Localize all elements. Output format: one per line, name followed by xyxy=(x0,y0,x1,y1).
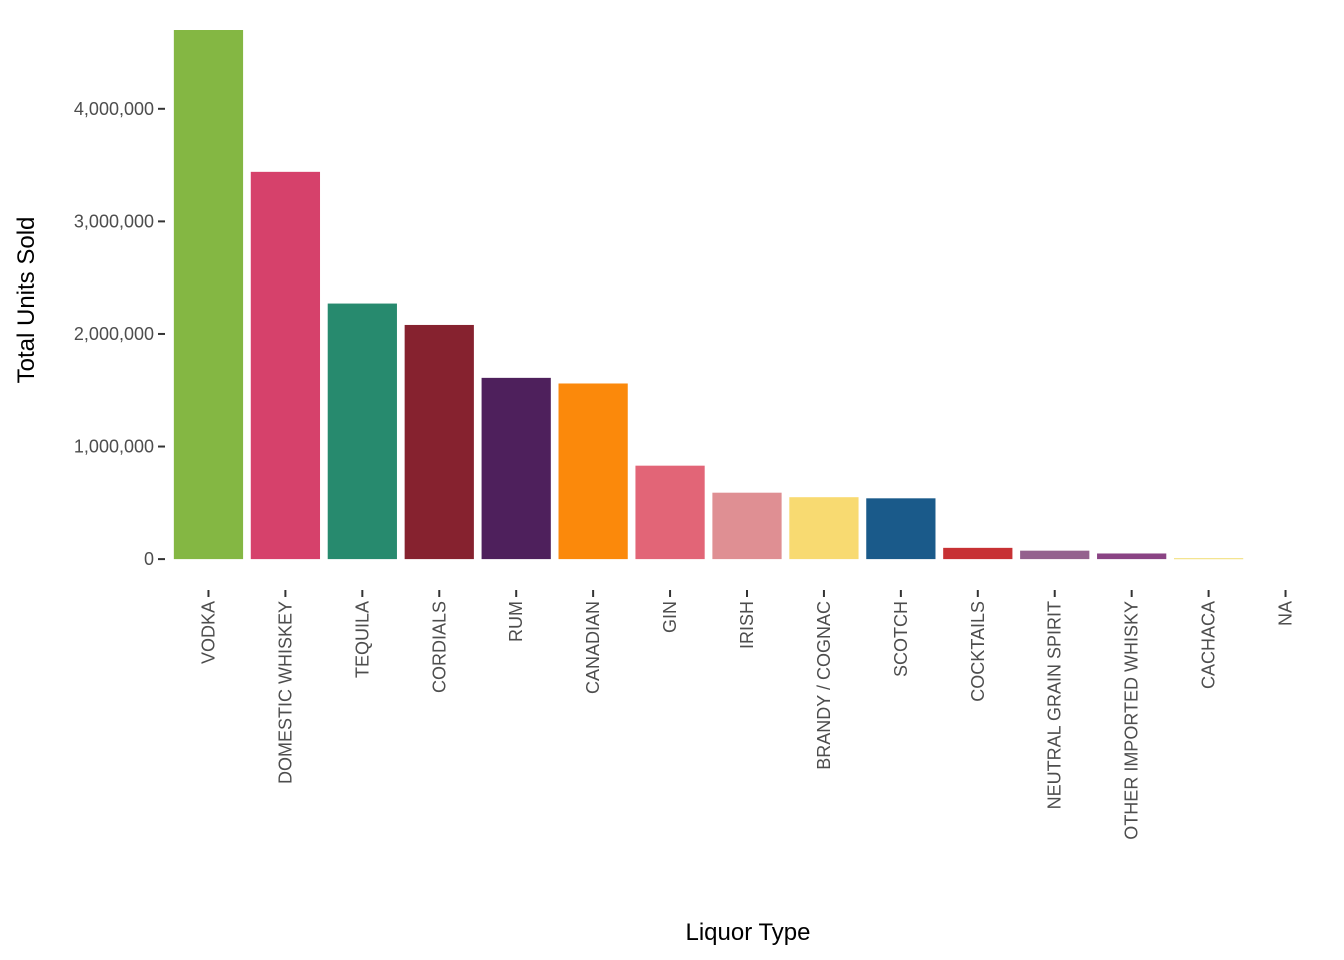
x-tick-label: TEQUILA xyxy=(352,601,372,678)
x-tick-label: CORDIALS xyxy=(429,601,449,693)
bar xyxy=(635,465,705,560)
y-tick-label: 1,000,000 xyxy=(74,437,154,457)
x-tick-label: IRISH xyxy=(737,601,757,649)
x-tick-label: NEUTRAL GRAIN SPIRIT xyxy=(1045,601,1065,809)
x-tick-label: CACHACA xyxy=(1199,601,1219,689)
bar xyxy=(481,377,551,560)
x-tick-label: DOMESTIC WHISKEY xyxy=(275,601,295,784)
y-tick-label: 4,000,000 xyxy=(74,99,154,119)
y-tick-label: 0 xyxy=(144,549,154,569)
bar xyxy=(1173,558,1244,560)
x-axis: VODKA DOMESTIC WHISKEY TEQUILA CORDIALS RUM C… xyxy=(198,590,1296,840)
x-axis-title: Liquor Type xyxy=(686,919,811,946)
bar xyxy=(1097,553,1167,560)
bar xyxy=(943,547,1013,560)
bar xyxy=(173,30,244,560)
x-tick-label: VODKA xyxy=(198,601,218,664)
bar xyxy=(789,497,859,560)
x-tick-label: SCOTCH xyxy=(891,601,911,677)
x-tick-label: COCKTAILS xyxy=(968,601,988,702)
x-tick-label: NA xyxy=(1276,601,1296,626)
x-tick-label: GIN xyxy=(660,601,680,633)
x-tick-label: RUM xyxy=(506,601,526,642)
bar xyxy=(327,303,397,560)
y-axis-title: Total Units Sold xyxy=(13,217,40,384)
bar xyxy=(250,171,321,560)
x-tick-label: OTHER IMPORTED WHISKY xyxy=(1122,601,1142,840)
bar xyxy=(866,498,936,560)
x-tick-label: BRANDY / COGNAC xyxy=(814,601,834,770)
y-tick-label: 3,000,000 xyxy=(74,211,154,231)
bar xyxy=(712,492,782,560)
bar xyxy=(558,383,628,560)
bar xyxy=(404,324,474,560)
x-tick-label: CANADIAN xyxy=(583,601,603,694)
y-tick-label: 2,000,000 xyxy=(74,324,154,344)
y-axis: 0 1,000,000 2,000,000 3,000,000 4,000,000 xyxy=(74,99,165,569)
bars xyxy=(173,30,1244,560)
bar xyxy=(1020,550,1090,560)
